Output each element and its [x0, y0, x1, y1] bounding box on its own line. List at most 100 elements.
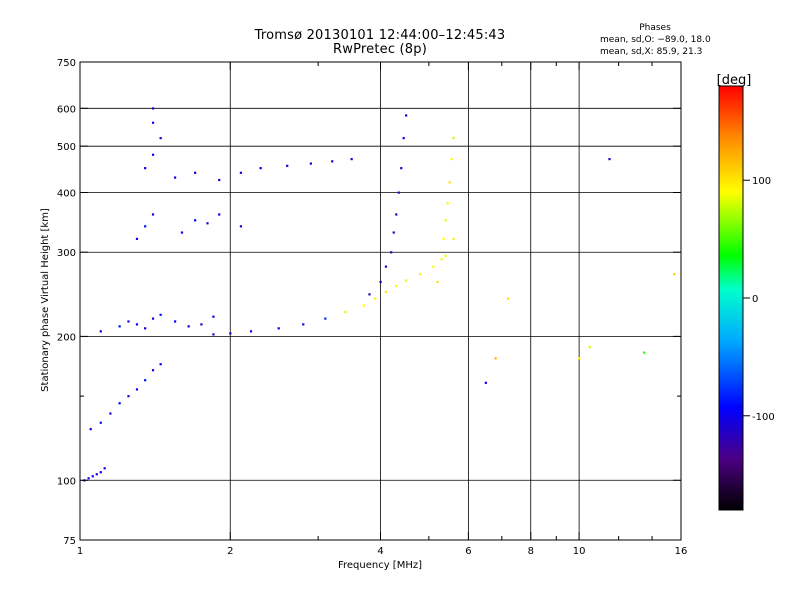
- y-tick-label: 200: [57, 332, 76, 343]
- data-point: [362, 304, 365, 307]
- data-points: [83, 107, 676, 482]
- y-tick-label: 300: [57, 248, 76, 259]
- data-point: [494, 357, 497, 360]
- data-point: [673, 273, 676, 276]
- y-axis-label: Stationary phase Virtual Height [km]: [40, 208, 51, 392]
- data-point: [419, 273, 422, 276]
- data-point: [350, 158, 353, 161]
- x-axis-label: Frequency [MHz]: [338, 560, 422, 571]
- x-tick-label: 8: [528, 546, 534, 557]
- x-tick-label: 1: [77, 546, 83, 557]
- data-point: [151, 369, 155, 372]
- data-point: [187, 325, 190, 328]
- data-point: [173, 320, 177, 323]
- x-ticks: 1 2 4 6 8 10 16: [77, 62, 688, 557]
- data-point: [151, 153, 155, 156]
- y-tick-label: 750: [57, 58, 76, 69]
- colorbar: [718, 85, 744, 511]
- data-point: [379, 280, 382, 284]
- colorbar-ticks: 100 0 -100: [743, 176, 775, 423]
- data-point: [89, 428, 92, 431]
- data-point: [127, 320, 130, 323]
- data-point: [440, 258, 443, 261]
- data-point: [405, 114, 408, 117]
- data-point: [151, 213, 155, 216]
- y-tick-label: 100: [57, 476, 76, 487]
- data-point: [135, 237, 139, 241]
- x-tick-label: 16: [675, 546, 688, 557]
- data-point: [344, 310, 347, 314]
- data-point: [432, 265, 435, 268]
- data-point: [374, 297, 377, 300]
- data-point: [159, 137, 162, 140]
- phase-stats: Phases mean, sd,O: −89.0, 18.0 mean, sd,…: [600, 22, 711, 58]
- data-point: [643, 351, 646, 354]
- chart-title: Tromsø 20130101 12:44:00–12:45:43: [254, 28, 506, 43]
- phase-stats-label: Phases: [639, 23, 671, 33]
- y-tick-label: 75: [63, 536, 76, 547]
- data-point: [87, 477, 90, 480]
- data-point: [450, 158, 453, 161]
- data-point: [442, 237, 445, 241]
- grid-layer: [80, 62, 681, 540]
- y-tick-label: 500: [57, 142, 76, 153]
- data-point: [91, 475, 94, 478]
- data-point: [144, 379, 147, 382]
- data-point: [384, 265, 388, 268]
- chart-subtitle: RwPretec (8p): [333, 42, 427, 57]
- data-point: [302, 323, 305, 326]
- y-tick-label: 400: [57, 188, 76, 199]
- y-tick-label: 600: [57, 104, 76, 115]
- data-point: [194, 219, 197, 222]
- data-point: [212, 333, 215, 336]
- x-tick-label: 4: [377, 546, 383, 557]
- data-point: [390, 251, 393, 254]
- data-point: [218, 213, 221, 216]
- data-point: [436, 280, 439, 284]
- data-point: [448, 181, 451, 184]
- data-point: [444, 254, 447, 257]
- data-point: [239, 171, 243, 174]
- data-point: [135, 323, 139, 326]
- data-point: [331, 160, 334, 163]
- phase-stats-o: mean, sd,O: −89.0, 18.0: [600, 35, 711, 45]
- data-point: [259, 167, 262, 170]
- data-point: [309, 162, 312, 165]
- data-point: [95, 473, 98, 476]
- data-point: [324, 317, 327, 320]
- data-point: [384, 290, 388, 293]
- data-point: [452, 237, 455, 241]
- data-point: [277, 327, 280, 330]
- data-point: [99, 471, 102, 474]
- data-point: [144, 225, 147, 228]
- data-point: [144, 167, 147, 170]
- data-point: [239, 225, 243, 228]
- colorbar-tick-label: 100: [752, 176, 771, 187]
- data-point: [608, 158, 611, 161]
- data-point: [109, 412, 112, 415]
- data-point: [159, 363, 162, 366]
- data-point: [144, 327, 147, 330]
- data-point: [118, 325, 121, 328]
- data-point: [103, 467, 106, 470]
- data-point: [151, 317, 155, 320]
- y-ticks: 75 100 200 300 400 500 600 750: [57, 58, 681, 547]
- data-point: [99, 330, 102, 333]
- data-point: [200, 323, 203, 326]
- data-point: [452, 137, 455, 140]
- data-point: [395, 284, 398, 288]
- data-point: [286, 164, 289, 167]
- data-point: [397, 191, 400, 194]
- phase-stats-x: mean, sd,X: 85.9, 21.3: [600, 47, 703, 57]
- data-point: [151, 121, 155, 124]
- colorbar-unit-label: [deg]: [717, 73, 752, 88]
- data-point: [180, 231, 184, 234]
- x-tick-label: 10: [573, 546, 586, 557]
- data-point: [444, 219, 447, 222]
- data-point: [405, 279, 408, 282]
- data-point: [229, 332, 232, 335]
- data-point: [402, 137, 405, 140]
- x-tick-label: 6: [465, 546, 471, 557]
- data-point: [173, 176, 177, 179]
